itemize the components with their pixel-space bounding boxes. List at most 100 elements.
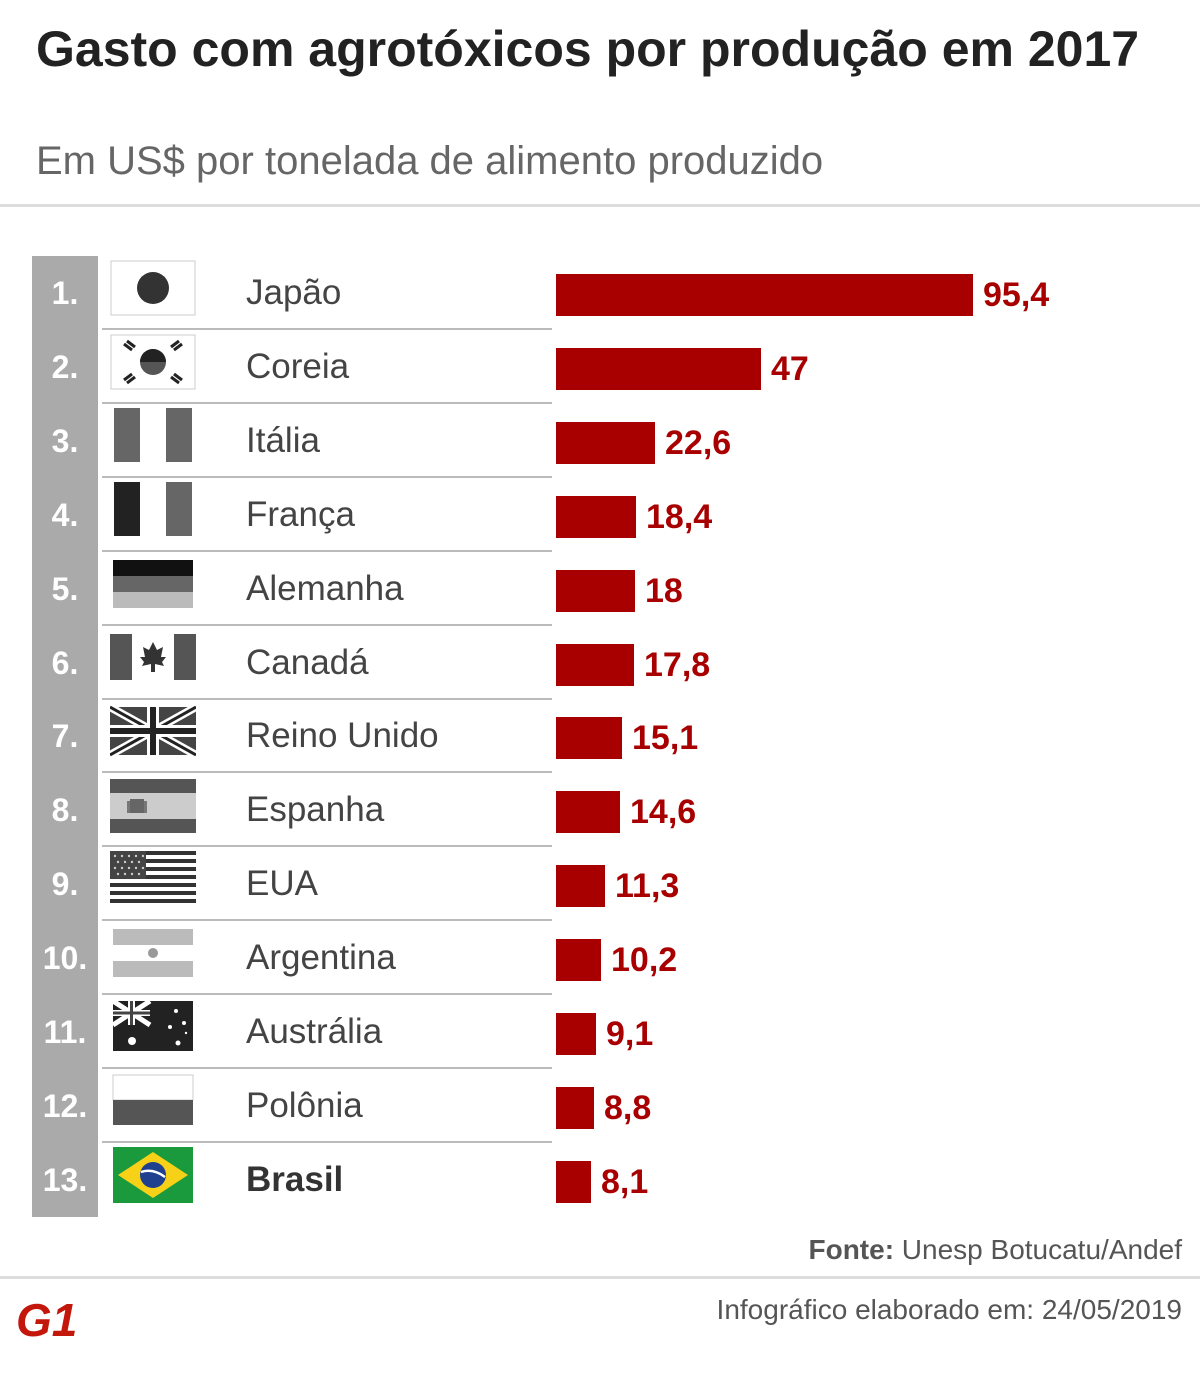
bar <box>556 1086 594 1129</box>
chart-title: Gasto com agrotóxicos por produção em 20… <box>36 21 1140 77</box>
country-label: Coreia <box>246 346 350 386</box>
logo-text: G1 <box>16 1298 77 1340</box>
row-divider <box>102 328 552 330</box>
value-label: 14,6 <box>630 793 697 832</box>
source-note: Fonte: Unesp Botucatu/Andef <box>808 1230 1182 1270</box>
rank-label: 12. <box>42 1087 88 1124</box>
country-label: Japão <box>246 273 342 312</box>
value-label: 18 <box>645 571 683 610</box>
value-label: 15,1 <box>632 719 699 758</box>
germany-flag-icon <box>113 559 193 608</box>
table-row: 8. Espanha 14,6 <box>0 773 1200 848</box>
country-label: Itália <box>246 420 320 460</box>
country-label: Espanha <box>246 790 385 830</box>
country-label: Brasil <box>246 1159 344 1199</box>
australia-flag-icon <box>111 999 193 1051</box>
rank-label: 9. <box>51 866 79 903</box>
rank-label: 13. <box>42 1161 88 1198</box>
row-divider <box>102 1067 552 1069</box>
argentina-flag-icon <box>113 929 193 978</box>
header-divider <box>0 204 1200 207</box>
rank-label: 1. <box>51 275 79 311</box>
table-row: 11. Austrália 9,1 <box>0 995 1200 1069</box>
table-row: 9. EUA 11,3 <box>0 847 1200 922</box>
row-divider <box>102 623 552 626</box>
rank-label: 7. <box>51 718 79 755</box>
value-label: 9,1 <box>606 1015 654 1053</box>
bar <box>556 1160 591 1203</box>
bar <box>556 421 655 464</box>
rank-label: 10. <box>42 940 88 977</box>
table-row: 6. Canadá 17,8 <box>0 626 1200 700</box>
bar <box>556 791 620 834</box>
country-label: França <box>246 494 355 534</box>
g1-logo: G1 <box>16 1298 77 1340</box>
row-divider <box>102 1140 552 1143</box>
table-row: 4. França 18,4 <box>0 478 1200 552</box>
usa-flag-icon <box>110 851 196 904</box>
rank-column-band <box>32 256 98 1217</box>
table-row: 2. Coreia 47 <box>0 330 1200 404</box>
row-divider <box>102 549 552 552</box>
table-row: 10. Argentina 10,2 <box>0 921 1200 996</box>
row-divider <box>102 771 552 774</box>
publication-date: Infográfico elaborado em: 24/05/2019 <box>716 1294 1182 1325</box>
brazil-flag-icon <box>113 1146 193 1203</box>
source-text: Unesp Botucatu/Andef <box>901 1234 1182 1265</box>
value-label: 18,4 <box>646 497 713 536</box>
row-divider <box>102 475 552 478</box>
table-row: 3. Itália 22,6 <box>0 404 1200 478</box>
japan-flag-icon <box>110 260 196 316</box>
value-label: 47 <box>771 349 809 388</box>
chart-subtitle: Em US$ por tonelada de alimento produzid… <box>36 139 824 183</box>
table-row: 12. Polônia 8,8 <box>0 1069 1200 1143</box>
row-divider <box>102 919 552 922</box>
row-divider <box>102 401 552 404</box>
rank-label: 3. <box>51 422 79 459</box>
table-row: 5. Alemanha 18 <box>0 552 1200 626</box>
country-label: Austrália <box>246 1012 383 1051</box>
value-label: 22,6 <box>665 423 732 462</box>
bar <box>556 347 761 390</box>
rank-label: 11. <box>43 1014 87 1050</box>
spain-flag-icon <box>110 779 196 834</box>
value-label: 17,8 <box>644 645 711 684</box>
bar <box>556 939 601 982</box>
rank-label: 6. <box>51 644 79 681</box>
poland-flag-icon <box>112 1074 194 1125</box>
rank-label: 5. <box>51 570 79 607</box>
bar <box>556 865 605 908</box>
country-label: Reino Unido <box>246 716 439 756</box>
country-label: EUA <box>246 864 318 904</box>
row-divider <box>102 845 552 848</box>
country-label: Polônia <box>246 1085 363 1125</box>
country-label: Argentina <box>246 938 396 978</box>
uk-flag-icon <box>110 703 196 759</box>
bar <box>556 643 634 686</box>
table-row: 1. Japão 95,4 <box>0 256 1200 330</box>
rank-label: 4. <box>51 496 79 533</box>
value-label: 10,2 <box>611 941 678 980</box>
bar <box>556 569 635 612</box>
bar <box>556 717 622 760</box>
bar <box>556 274 973 316</box>
row-divider <box>102 993 552 996</box>
canada-flag-icon <box>110 633 196 680</box>
bar <box>556 495 636 538</box>
value-label: 8,8 <box>604 1088 652 1127</box>
country-label: Canadá <box>246 642 369 682</box>
south-korea-flag-icon <box>110 334 196 390</box>
italy-flag-icon <box>114 407 192 462</box>
footer-divider <box>0 1276 1200 1279</box>
france-flag-icon <box>114 481 192 536</box>
bar <box>556 1013 596 1055</box>
country-label: Alemanha <box>246 568 404 608</box>
table-row: 13. Brasil 8,1 <box>0 1143 1200 1217</box>
source-label: Fonte: <box>808 1234 895 1265</box>
value-label: 11,3 <box>615 867 680 906</box>
value-label: 95,4 <box>983 276 1050 314</box>
rank-label: 8. <box>51 792 79 829</box>
rank-label: 2. <box>51 348 79 385</box>
table-row: 7. Reino Unido 15,1 <box>0 699 1200 774</box>
row-divider <box>102 697 552 700</box>
